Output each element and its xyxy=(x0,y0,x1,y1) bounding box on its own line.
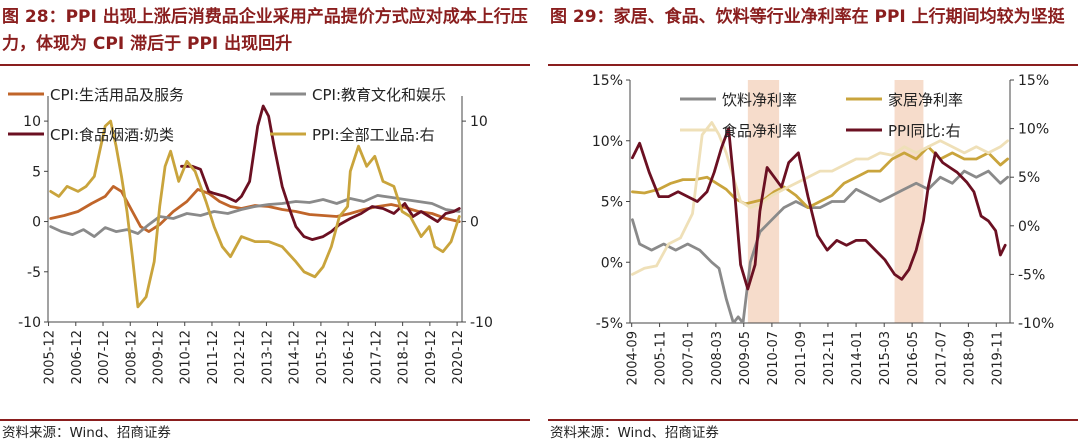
x-tick-label: 2007-12 xyxy=(97,330,112,384)
figure-28-panel: 图 28：PPI 出现上涨后消费品企业采用产品提价方式应对成本上行压力，体现为 … xyxy=(0,0,530,443)
y-tick-label-left: 0% xyxy=(601,255,623,271)
x-tick-label: 2014-01 xyxy=(850,331,865,385)
x-tick-label: 2006-12 xyxy=(70,330,85,384)
x-tick-label: 2011-09 xyxy=(794,331,809,385)
x-tick-label: 2010-07 xyxy=(766,331,781,385)
legend-label: 家居净利率 xyxy=(888,91,963,109)
y-tick-label-right: 10 xyxy=(470,114,488,130)
y-tick-label-right: 15% xyxy=(1018,73,1049,89)
y-tick-label-left: -5 xyxy=(27,265,41,281)
x-tick-label: 2016-12 xyxy=(342,330,357,384)
x-tick-label: 2015-03 xyxy=(878,331,893,385)
source-note: 资料来源：Wind、招商证券 xyxy=(550,425,719,441)
y-tick-label-left: -10 xyxy=(18,315,41,331)
y-tick-label-right: -5% xyxy=(1018,267,1045,283)
legend-label: CPI:教育文化和娱乐 xyxy=(312,86,446,104)
y-tick-label-left: -5% xyxy=(596,316,623,332)
y-tick-label-left: 5% xyxy=(601,195,623,211)
source-note: 资料来源：Wind、招商证券 xyxy=(2,425,171,441)
shaded-period xyxy=(894,80,924,323)
title-divider xyxy=(0,64,530,66)
y-tick-label-left: 10% xyxy=(592,134,623,150)
x-tick-label: 2005-12 xyxy=(43,330,58,384)
title-divider xyxy=(548,64,1078,66)
x-tick-label: 2017-12 xyxy=(369,330,384,384)
series-line xyxy=(631,127,1007,291)
figure-title: 图 29：家居、食品、饮料等行业净利率在 PPI 上行期间均较为坚挺 xyxy=(550,7,1065,27)
y-tick-label-left: 0 xyxy=(32,215,41,231)
x-tick-label: 2007-01 xyxy=(682,331,697,385)
x-tick-label: 2008-03 xyxy=(710,331,725,385)
legend-label: PPI同比:右 xyxy=(888,122,961,140)
x-tick-label: 2016-05 xyxy=(906,331,921,385)
y-tick-label-right: 10% xyxy=(1018,122,1049,138)
y-tick-label-right: 0 xyxy=(470,215,479,231)
source-divider xyxy=(0,419,530,421)
x-tick-label: 2013-12 xyxy=(260,330,275,384)
legend-label: 饮料净利率 xyxy=(722,91,797,109)
x-tick-label: 2019-12 xyxy=(424,330,439,384)
figure-title: 图 28：PPI 出现上涨后消费品企业采用产品提价方式应对成本上行压力，体现为 … xyxy=(2,7,528,54)
x-tick-label: 2019-11 xyxy=(990,331,1005,385)
legend-label: CPI:生活用品及服务 xyxy=(50,86,184,104)
x-tick-label: 2005-11 xyxy=(654,331,669,385)
x-tick-label: 2009-12 xyxy=(151,330,166,384)
x-tick-label: 2014-12 xyxy=(288,330,303,384)
x-tick-label: 2017-07 xyxy=(934,331,949,385)
legend-label: CPI:食品烟酒:奶类 xyxy=(50,126,174,144)
x-tick-label: 2018-09 xyxy=(962,331,977,385)
y-tick-label-right: -10% xyxy=(1018,316,1054,332)
x-tick-label: 2020-12 xyxy=(451,330,466,384)
legend-label: 食品净利率 xyxy=(722,122,797,140)
legend-label: PPI:全部工业品:右 xyxy=(312,126,435,144)
figure-29-panel: 图 29：家居、食品、饮料等行业净利率在 PPI 上行期间均较为坚挺 15% 10… xyxy=(548,0,1078,443)
series-line xyxy=(631,169,1010,323)
y-tick-label-right: 0% xyxy=(1018,219,1040,235)
x-tick-label: 2008-12 xyxy=(124,330,139,384)
series-line xyxy=(180,104,461,242)
x-tick-label: 2012-12 xyxy=(233,330,248,384)
y-tick-label-left: 10 xyxy=(23,114,41,130)
series-line xyxy=(631,145,1010,210)
x-tick-label: 2009-05 xyxy=(738,331,753,385)
x-tick-label: 2018-12 xyxy=(397,330,412,384)
series-line xyxy=(631,121,1010,276)
x-tick-label: 2012-11 xyxy=(822,331,837,385)
x-tick-label: 2004-09 xyxy=(626,331,641,385)
x-tick-label: 2010-12 xyxy=(179,330,194,384)
y-tick-label-left: 5 xyxy=(32,164,41,180)
figure-29-chart: 15% 10% 5% 0% -5% 15% 10% 5% 0% -5% -10% 2004-09 200… xyxy=(592,73,1054,385)
y-tick-label-left: 15% xyxy=(592,73,623,89)
series-line xyxy=(49,185,461,234)
y-tick-label-right: 5% xyxy=(1018,170,1040,186)
series-line xyxy=(49,193,461,239)
y-tick-label-right: -10 xyxy=(470,315,493,331)
x-tick-label: 2015-12 xyxy=(315,330,330,384)
source-divider xyxy=(548,419,1078,421)
series-line xyxy=(49,119,461,309)
x-tick-label: 2011-12 xyxy=(206,330,221,384)
